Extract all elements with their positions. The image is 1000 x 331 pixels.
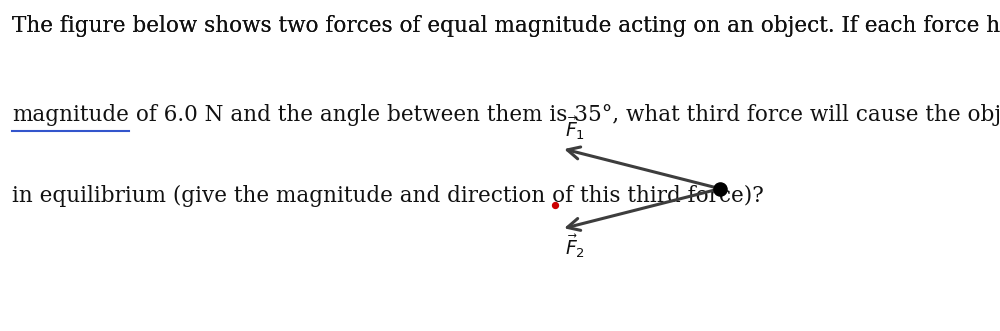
Point: [712, 186, 728, 191]
Text: in equilibrium (give the magnitude and direction of this third force)?: in equilibrium (give the magnitude and d…: [12, 185, 764, 208]
Point: [547, 203, 563, 208]
Text: The figure below shows two forces of equal magnitude acting on an object. If eac: The figure below shows two forces of equ…: [12, 15, 1000, 37]
Text: of 6.0 N and the angle between them is 35°, what third force will cause the obje: of 6.0 N and the angle between them is 3…: [129, 104, 1000, 126]
Text: $\vec{F}_1$: $\vec{F}_1$: [565, 114, 585, 142]
Text: The figure below shows two forces of equal magnitude acting on an object. If eac: The figure below shows two forces of equ…: [12, 15, 1000, 37]
Text: The figure below shows two forces of equal magnitude acting on an object. If eac: The figure below shows two forces of equ…: [0, 330, 1, 331]
Text: $\vec{F}_2$: $\vec{F}_2$: [565, 232, 585, 260]
Text: magnitude: magnitude: [12, 104, 129, 126]
